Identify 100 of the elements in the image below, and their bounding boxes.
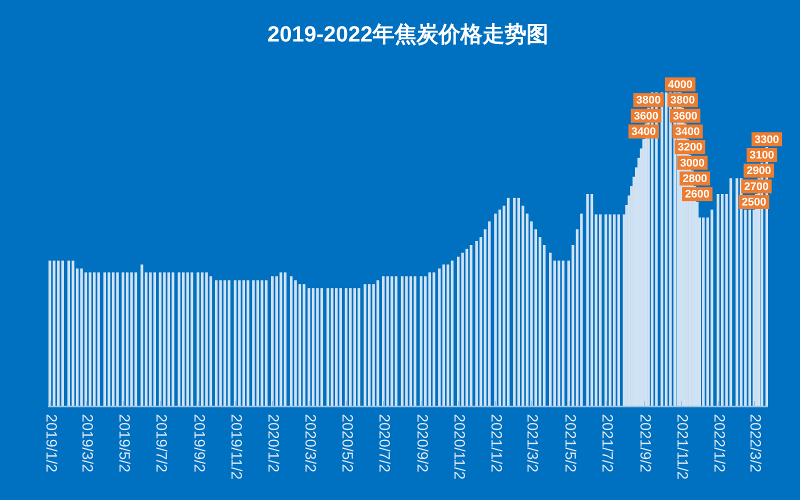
bar xyxy=(664,92,668,406)
x-tick-label: 2019/3/2 xyxy=(78,414,96,472)
bar xyxy=(214,280,218,406)
bar xyxy=(84,272,88,406)
bar xyxy=(405,276,408,406)
bar xyxy=(200,272,204,406)
data-label: 3800 xyxy=(670,94,695,107)
bar xyxy=(736,178,738,406)
bar xyxy=(526,214,529,406)
x-tick-label: 2019/7/2 xyxy=(152,414,170,472)
bar xyxy=(470,244,472,406)
x-tick-label: 2019/5/2 xyxy=(115,414,132,472)
x-tick-label: 2020/7/2 xyxy=(375,414,392,472)
bar xyxy=(428,272,431,406)
bar xyxy=(506,198,510,406)
bar xyxy=(271,276,274,406)
x-tick-label: 2021/1/2 xyxy=(487,414,504,472)
bar xyxy=(134,272,138,406)
bar xyxy=(122,272,124,406)
bar xyxy=(400,276,404,406)
data-label: 2800 xyxy=(682,173,708,186)
bar xyxy=(409,276,412,406)
bar xyxy=(572,244,574,406)
bar xyxy=(720,194,724,406)
data-label: 3100 xyxy=(750,149,774,162)
x-tick-label: 2020/9/2 xyxy=(413,414,430,472)
bar xyxy=(498,210,502,406)
bar xyxy=(312,288,315,406)
bar xyxy=(660,92,664,406)
bar xyxy=(52,260,56,406)
bar xyxy=(456,256,460,406)
bar xyxy=(513,198,516,406)
bar xyxy=(140,264,144,406)
bar xyxy=(57,260,60,406)
bar xyxy=(275,276,278,406)
data-label: 3800 xyxy=(636,94,661,107)
bar xyxy=(209,276,212,406)
x-tick-label: 2020/3/2 xyxy=(301,414,318,472)
bar xyxy=(246,280,250,406)
bar xyxy=(302,284,306,406)
bar xyxy=(280,272,282,406)
bar xyxy=(382,276,385,406)
bar xyxy=(330,288,334,406)
bar xyxy=(488,221,491,406)
bar xyxy=(256,280,260,406)
bar xyxy=(349,288,352,406)
bar xyxy=(438,268,441,406)
bar xyxy=(186,272,189,406)
bar xyxy=(67,260,70,406)
bar xyxy=(386,276,389,406)
bar xyxy=(553,260,556,406)
bar xyxy=(298,284,302,406)
x-tick-label: 2021/7/2 xyxy=(598,414,616,472)
bar xyxy=(178,272,180,406)
x-tick-label: 2020/5/2 xyxy=(338,414,356,472)
bar xyxy=(153,272,156,406)
bar xyxy=(617,214,620,406)
x-tick-label: 2019/11/2 xyxy=(227,414,244,480)
bar xyxy=(414,276,416,406)
bar xyxy=(494,214,497,406)
bar xyxy=(80,268,83,406)
bar xyxy=(97,272,100,406)
data-label: 2700 xyxy=(744,180,769,193)
x-tick-label: 2020/11/2 xyxy=(450,414,468,480)
bar xyxy=(190,272,194,406)
bar xyxy=(167,272,170,406)
x-tick-label: 2019/9/2 xyxy=(190,414,208,472)
bar xyxy=(450,260,454,406)
x-tick-label: 2020/1/2 xyxy=(264,414,282,472)
bar xyxy=(112,272,115,406)
bar xyxy=(158,272,162,406)
bar xyxy=(149,272,152,406)
bar xyxy=(205,272,208,406)
data-label: 4000 xyxy=(668,78,692,91)
data-label: 3600 xyxy=(672,110,698,122)
data-label: 2500 xyxy=(742,196,766,209)
bar xyxy=(61,260,64,406)
bar xyxy=(358,288,360,406)
bar xyxy=(729,178,732,406)
bar xyxy=(446,264,450,406)
x-tick-label: 2019/1/2 xyxy=(42,414,60,472)
bar xyxy=(372,284,375,406)
bar xyxy=(108,272,110,406)
data-label: 3600 xyxy=(634,110,658,122)
data-label: 2900 xyxy=(746,165,772,178)
bar xyxy=(710,210,714,406)
x-tick-label: 2022/1/2 xyxy=(710,414,728,472)
bar xyxy=(264,280,268,406)
bar xyxy=(252,280,255,406)
bar xyxy=(344,288,348,406)
bar xyxy=(702,218,705,406)
bar xyxy=(219,280,222,406)
bar xyxy=(608,214,612,406)
bar xyxy=(290,276,293,406)
bar xyxy=(48,260,52,406)
data-label: 3400 xyxy=(631,126,656,138)
bar xyxy=(130,272,133,406)
x-tick-label: 2021/11/2 xyxy=(673,414,690,480)
bar xyxy=(335,288,338,406)
bar xyxy=(294,280,297,406)
